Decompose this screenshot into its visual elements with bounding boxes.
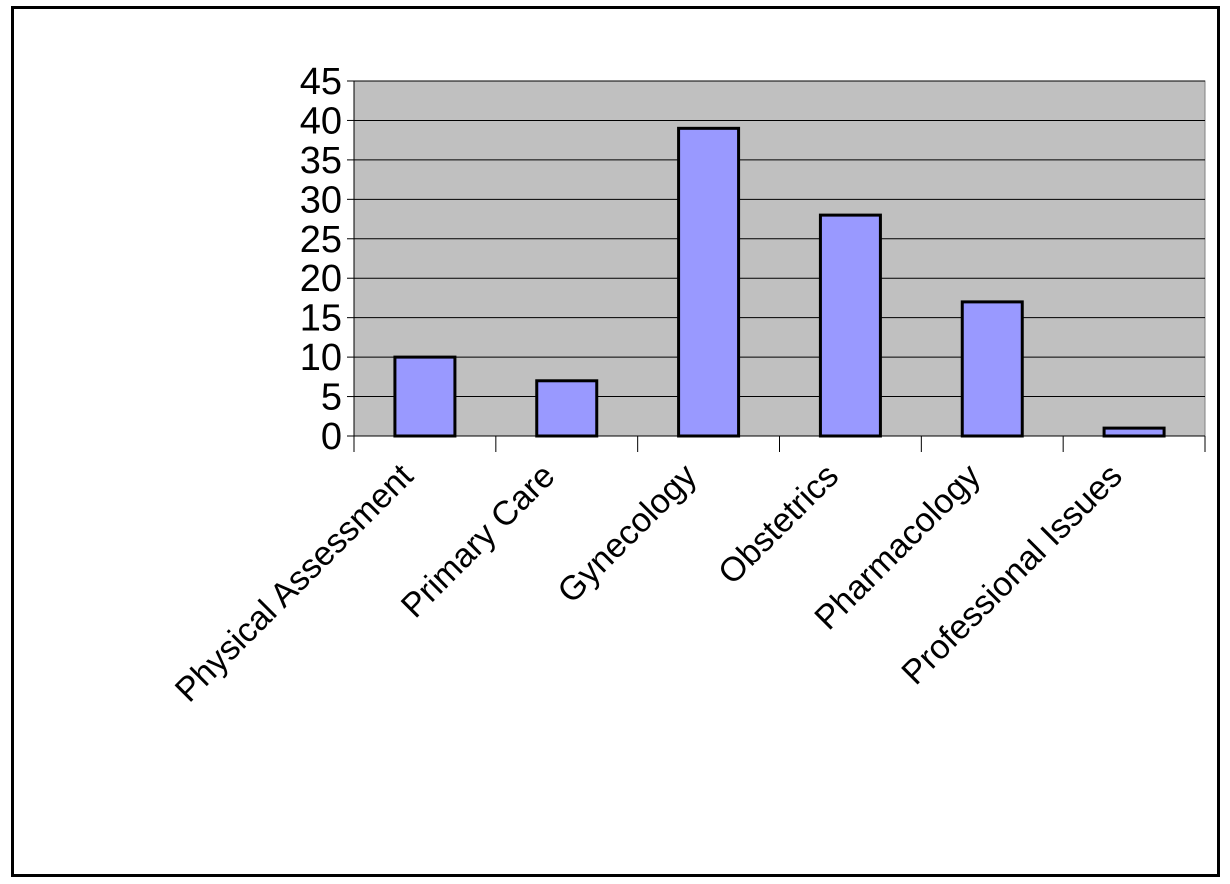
x-category-label: Gynecology xyxy=(550,457,704,611)
y-tick-label: 40 xyxy=(300,100,342,142)
bar-gynecology xyxy=(677,126,741,438)
plot-area xyxy=(353,80,1206,437)
y-tick-label: 0 xyxy=(321,416,342,458)
bars xyxy=(393,126,1166,438)
y-tick-label: 10 xyxy=(300,337,342,379)
y-tick-label: 20 xyxy=(300,258,342,300)
bar-pharmacology xyxy=(960,300,1024,438)
bar-professional-issues xyxy=(1102,426,1166,438)
axes xyxy=(347,80,1206,452)
bar-obstetrics xyxy=(818,213,882,438)
bar-physical-assessment xyxy=(393,355,457,438)
y-tick-label: 35 xyxy=(300,140,342,182)
bar-primary-care xyxy=(535,379,599,438)
x-category-label: Physical Assessment xyxy=(168,456,421,709)
x-category-label: Primary Care xyxy=(394,457,562,625)
x-category-label: Obstetrics xyxy=(711,457,846,592)
y-tick-label: 5 xyxy=(321,377,342,419)
y-tick-label: 25 xyxy=(300,219,342,261)
gridlines xyxy=(354,80,1205,398)
y-tick-label: 30 xyxy=(300,179,342,221)
y-tick-label: 15 xyxy=(300,298,342,340)
y-tick-label: 45 xyxy=(300,61,342,103)
